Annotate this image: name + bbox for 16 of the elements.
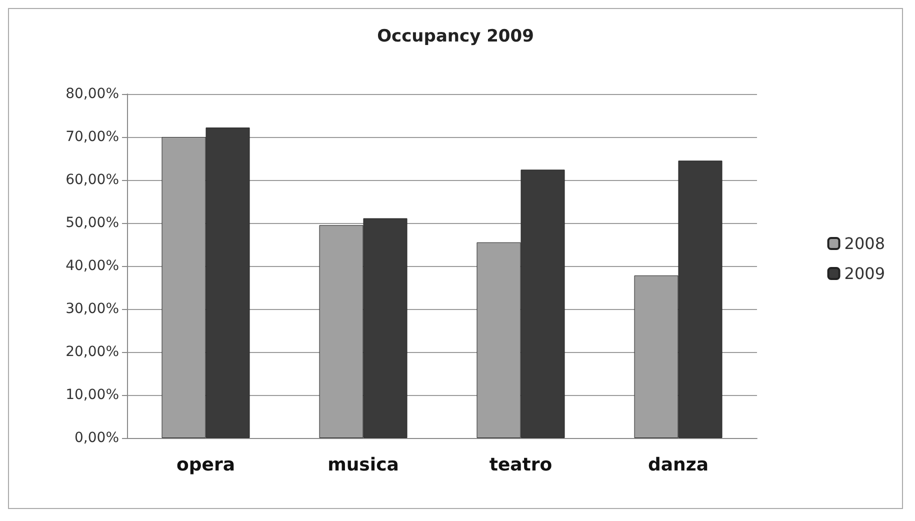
y-tick-label: 30,00% — [66, 301, 119, 317]
y-tick-label: 60,00% — [66, 172, 119, 188]
legend-label: 2008 — [844, 234, 885, 253]
y-tick-label: 0,00% — [74, 430, 119, 446]
y-tick-label: 40,00% — [66, 258, 119, 274]
x-tick-label: danza — [648, 454, 708, 476]
y-tick-label: 70,00% — [66, 129, 119, 145]
x-tick-label: musica — [328, 454, 399, 476]
y-tick-label: 10,00% — [66, 387, 119, 403]
x-tick-label: teatro — [489, 454, 552, 476]
chart-title: Occupancy 2009 — [377, 26, 534, 46]
y-tick-label: 80,00% — [66, 86, 119, 102]
x-tick-label: opera — [176, 454, 235, 476]
y-tick-label: 50,00% — [66, 215, 119, 231]
y-tick-label: 20,00% — [66, 344, 119, 360]
legend-label: 2009 — [844, 264, 885, 283]
